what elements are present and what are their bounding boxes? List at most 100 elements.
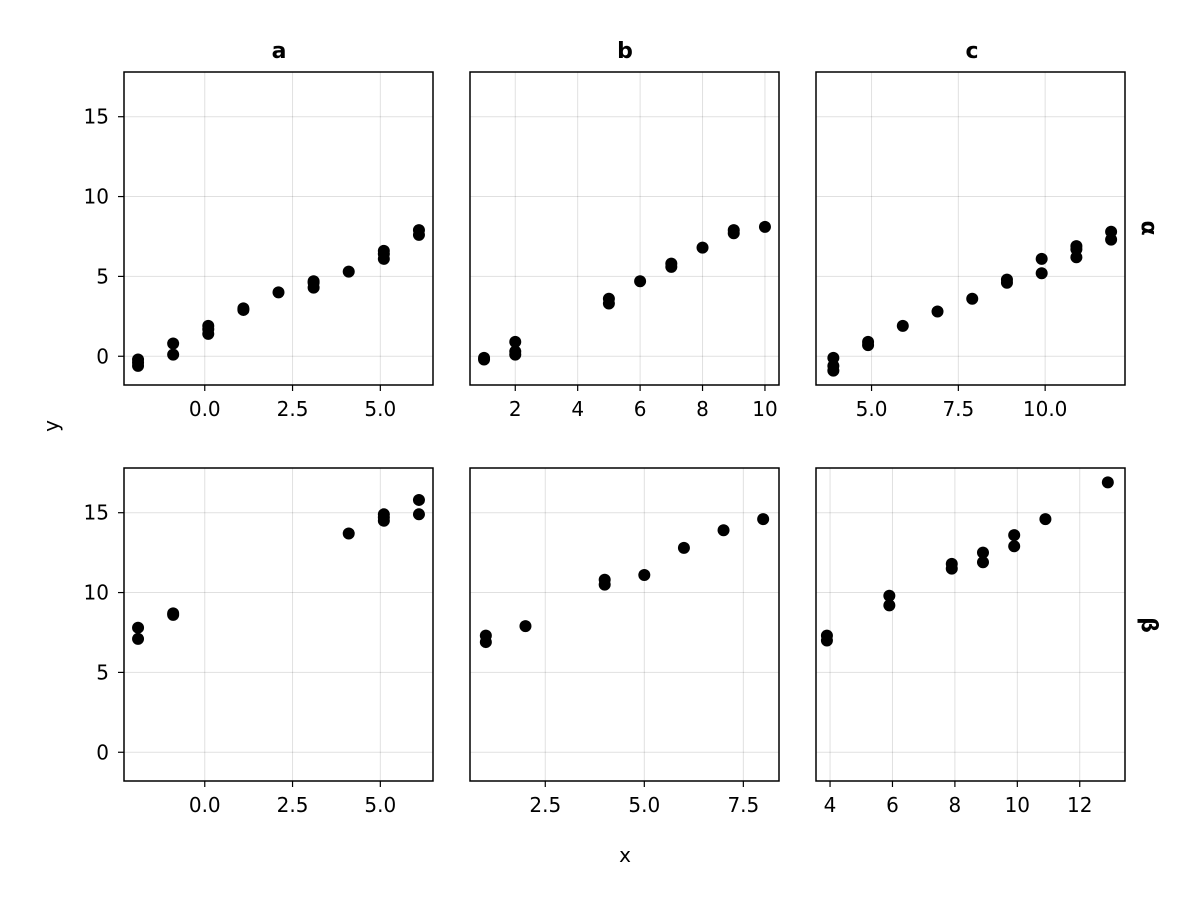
data-point <box>677 541 690 554</box>
panel-c-alpha: 5.0 7.5 10.0 <box>815 71 1126 421</box>
data-point <box>883 599 896 612</box>
data-point <box>167 348 180 361</box>
data-point <box>758 220 771 233</box>
x-tick-label: 4 <box>824 793 837 817</box>
data-point <box>931 305 944 318</box>
data-point <box>976 546 989 559</box>
row-title-alpha: α <box>1136 220 1161 235</box>
x-tick-label: 5.0 <box>628 793 660 817</box>
panel-frame <box>123 467 434 782</box>
x-tick-label: 0.0 <box>189 793 221 817</box>
panel-b-alpha: 2 4 6 8 10 <box>469 71 780 421</box>
data-point <box>976 556 989 569</box>
data-point <box>598 573 611 586</box>
data-point <box>167 337 180 350</box>
data-point <box>377 244 390 257</box>
x-tick-label: 7.5 <box>727 793 759 817</box>
y-tick-label: 0 <box>96 344 109 368</box>
panel-frame <box>123 71 434 386</box>
panel-frame <box>469 467 780 782</box>
data-point <box>342 265 355 278</box>
data-point <box>519 620 532 633</box>
x-tick-label: 6 <box>634 397 647 421</box>
panel-a-alpha: 0.0 2.5 5.0 0 5 10 15 <box>84 71 434 421</box>
data-point <box>1105 225 1118 238</box>
data-point <box>1101 476 1114 489</box>
data-point <box>820 629 833 642</box>
panels: 0.0 2.5 5.0 0 5 10 15 2 4 6 8 10 5.0 7.5 10.0 0.0 2.5 5.0… <box>84 71 1126 817</box>
data-point <box>883 589 896 602</box>
panel-a-beta: 0.0 2.5 5.0 0 5 10 15 <box>84 467 434 817</box>
data-point <box>717 524 730 537</box>
x-tick-label: 2 <box>509 397 522 421</box>
data-point <box>509 345 522 358</box>
y-tick-label: 10 <box>84 185 109 209</box>
y-tick-label: 15 <box>84 501 109 525</box>
data-point <box>412 508 425 521</box>
x-axis-label: x <box>619 843 631 867</box>
x-tick-label: 2.5 <box>277 397 309 421</box>
y-tick-label: 15 <box>84 105 109 129</box>
x-tick-label: 6 <box>886 793 899 817</box>
data-point <box>167 607 180 620</box>
panel-c-beta: 4 6 8 10 12 <box>815 467 1126 817</box>
data-point <box>634 275 647 288</box>
data-point <box>896 319 909 332</box>
data-point <box>602 292 615 305</box>
data-point <box>478 351 491 364</box>
x-tick-label: 4 <box>571 397 584 421</box>
x-tick-label: 0.0 <box>189 397 221 421</box>
data-point <box>1008 529 1021 542</box>
x-tick-label: 5.0 <box>856 397 888 421</box>
data-point <box>862 335 875 348</box>
data-point <box>377 508 390 521</box>
data-point <box>412 224 425 237</box>
panel-frame <box>815 467 1126 782</box>
data-point <box>1070 240 1083 253</box>
data-point <box>479 629 492 642</box>
data-point <box>307 275 320 288</box>
data-point <box>827 351 840 364</box>
row-title-beta: β <box>1136 617 1161 633</box>
data-point <box>202 319 215 332</box>
x-tick-label: 5.0 <box>364 793 396 817</box>
data-point <box>757 513 770 526</box>
data-point <box>945 557 958 570</box>
data-point <box>132 632 145 645</box>
y-tick-label: 5 <box>96 264 109 288</box>
x-tick-label: 10.0 <box>1023 397 1068 421</box>
data-point <box>237 302 250 315</box>
x-tick-label: 10 <box>1005 793 1030 817</box>
x-tick-label: 7.5 <box>942 397 974 421</box>
data-point <box>638 568 651 581</box>
y-axis-label: y <box>39 420 63 432</box>
data-point <box>1000 273 1013 286</box>
column-title-a: a <box>272 39 287 64</box>
data-point <box>509 335 522 348</box>
data-point <box>342 527 355 540</box>
panel-frame <box>815 71 1126 386</box>
data-point <box>1035 267 1048 280</box>
x-tick-label: 10 <box>752 397 777 421</box>
column-title-c: c <box>965 39 978 64</box>
data-point <box>132 621 145 634</box>
x-tick-label: 8 <box>949 793 962 817</box>
x-tick-label: 2.5 <box>529 793 561 817</box>
data-point <box>1008 540 1021 553</box>
panel-b-beta: 2.5 5.0 7.5 <box>469 467 780 817</box>
y-tick-label: 0 <box>96 740 109 764</box>
y-tick-label: 10 <box>84 581 109 605</box>
column-title-b: b <box>617 39 633 64</box>
x-tick-label: 5.0 <box>364 397 396 421</box>
x-tick-label: 12 <box>1067 793 1092 817</box>
data-point <box>696 241 709 254</box>
y-tick-label: 5 <box>96 660 109 684</box>
data-point <box>132 356 145 369</box>
data-point <box>1035 252 1048 265</box>
data-point <box>727 224 740 237</box>
panel-frame <box>469 71 780 386</box>
data-point <box>1039 513 1052 526</box>
data-point <box>665 257 678 270</box>
x-tick-label: 8 <box>696 397 709 421</box>
